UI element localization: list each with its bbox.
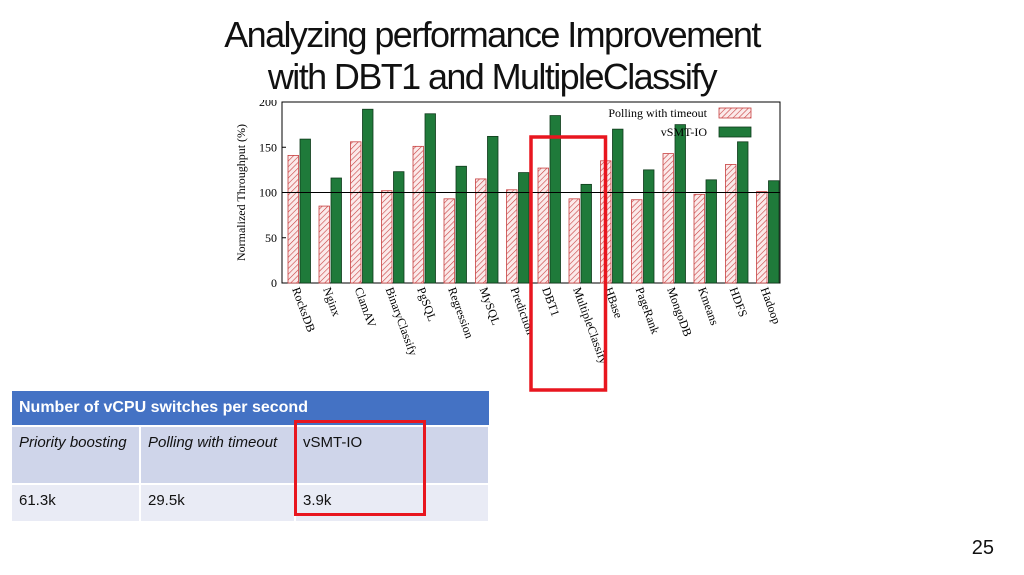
x-tick-label-Kmeans: Kmeans [695, 285, 722, 327]
bar-polling-BinaryClassify [381, 190, 393, 284]
x-tick-label-BinaryClassify: BinaryClassify [383, 285, 421, 357]
bar-polling-MySQL [475, 178, 487, 284]
y-axis-label: Normalized Throughput (%) [234, 124, 248, 261]
bar-vsmt-DBT1 [549, 115, 561, 284]
bar-vsmt-PgSQL [424, 113, 436, 284]
bar-polling-PgSQL [412, 145, 424, 284]
throughput-bar-chart: 0 50 100 150 200 Normalized Throughput (%) Roc… [234, 100, 784, 392]
y-tick-label: 100 [259, 186, 277, 200]
bar-vsmt-HDFS [737, 141, 749, 284]
y-tick-label: 0 [271, 276, 277, 290]
y-tick-label: 150 [259, 140, 277, 154]
bar-polling-Kmeans [693, 193, 705, 284]
bar-vsmt-MongoDB [674, 124, 686, 284]
x-tick-label-Regression: Regression [445, 285, 476, 340]
table-highlight-box [294, 420, 426, 516]
col-priority-boosting: Priority boosting [12, 426, 141, 485]
bar-polling-RocksDB [287, 154, 299, 284]
bar-polling-MongoDB [662, 153, 674, 284]
x-tick-label-PageRank: PageRank [633, 285, 663, 336]
slide-title: Analyzing performance Improvement with D… [0, 14, 984, 98]
legend-polling-swatch [718, 107, 752, 119]
x-tick-label-Hadoop: Hadoop [758, 285, 784, 325]
y-tick-label: 50 [265, 231, 277, 245]
x-tick-label-DBT1: DBT1 [539, 285, 562, 318]
legend-polling-label: Polling with timeout [608, 106, 707, 120]
table-row-labels: Priority boosting Polling with timeout v… [12, 426, 490, 485]
x-tick-label-MySQL: MySQL [477, 285, 504, 327]
x-tick-label-Prediction: Prediction [508, 285, 538, 336]
x-tick-label-PgSQL: PgSQL [414, 285, 439, 323]
x-tick-label-HDFS: HDFS [727, 285, 751, 319]
bar-polling-DBT1 [537, 167, 549, 284]
page-number: 25 [971, 537, 994, 559]
bar-polling-Regression [443, 198, 455, 284]
legend-vsmt-label: vSMT-IO [661, 125, 708, 139]
bar-polling-ClamAV [350, 141, 362, 284]
slide-title-line-1: Analyzing performance Improvement [224, 14, 761, 55]
legend-vsmt-swatch [718, 126, 752, 138]
bar-polling-Nginx [318, 205, 330, 284]
slide-title-line-2: with DBT1 and MultipleClassify [267, 56, 718, 97]
col-polling-with-timeout: Polling with timeout [140, 426, 296, 485]
bar-vsmt-BinaryClassify [393, 171, 405, 284]
x-tick-label-MongoDB: MongoDB [664, 285, 695, 338]
bar-vsmt-Prediction [518, 172, 530, 284]
table-row-values: 61.3k 29.5k 3.9k [12, 484, 490, 523]
value-priority-boosting: 61.3k [12, 484, 141, 523]
bar-vsmt-Regression [455, 165, 467, 284]
bar-vsmt-HBase [612, 128, 624, 284]
bar-polling-HDFS [725, 164, 737, 284]
bar-vsmt-MultipleClassify [580, 183, 592, 284]
bar-polling-PageRank [631, 199, 643, 284]
bar-polling-Hadoop [756, 191, 768, 284]
bar-vsmt-Kmeans [705, 179, 717, 284]
bar-vsmt-MySQL [487, 135, 499, 284]
col-vsmt-io: vSMT-IO [295, 426, 490, 485]
value-vsmt-io: 3.9k [295, 484, 490, 523]
bar-polling-MultipleClassify [568, 198, 580, 284]
bar-vsmt-PageRank [643, 169, 655, 284]
bar-vsmt-ClamAV [362, 108, 374, 284]
chart-highlight-box [529, 135, 608, 392]
x-tick-label-Nginx: Nginx [320, 285, 343, 318]
x-tick-label-ClamAV: ClamAV [352, 285, 380, 329]
x-tick-label-RocksDB: RocksDB [289, 285, 318, 334]
bar-vsmt-RocksDB [299, 138, 311, 284]
bar-vsmt-Nginx [330, 177, 342, 284]
bar-vsmt-Hadoop [768, 180, 780, 284]
bar-polling-Prediction [506, 189, 518, 284]
table-header: Number of vCPU switches per second [12, 391, 489, 427]
value-polling-with-timeout: 29.5k [140, 484, 296, 523]
y-tick-label: 200 [259, 100, 277, 109]
vcpu-switches-table: Number of vCPU switches per second Prior… [12, 391, 490, 523]
